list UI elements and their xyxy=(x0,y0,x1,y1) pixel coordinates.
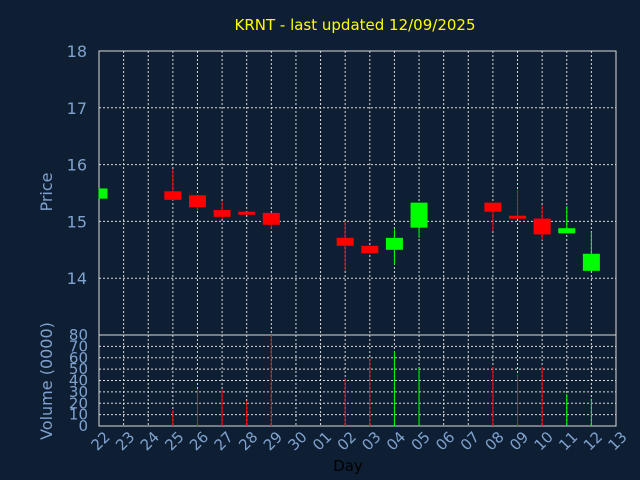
candle-body xyxy=(336,237,354,246)
price-tick-label: 16 xyxy=(67,156,87,175)
candle-body xyxy=(533,218,551,235)
x-tick-label: 03 xyxy=(358,428,384,454)
candle-body xyxy=(213,210,231,217)
candle-body xyxy=(410,202,428,228)
x-tick-label: 06 xyxy=(432,428,458,454)
x-tick-label: 01 xyxy=(309,428,335,454)
volume-tick-label: 60 xyxy=(69,349,88,367)
x-axis-label: Day xyxy=(333,457,363,475)
candle-body xyxy=(238,211,256,215)
volume-tick-label: 30 xyxy=(69,383,88,401)
candle-body xyxy=(484,202,502,212)
candle-body xyxy=(558,228,576,234)
x-tick-label: 13 xyxy=(605,428,631,454)
price-panel: 14 15 16 17 18 xyxy=(67,42,617,336)
candle-body xyxy=(361,245,379,254)
price-tick-label: 15 xyxy=(67,212,87,231)
x-tick-label: 08 xyxy=(481,428,507,454)
x-tick-label: 23 xyxy=(112,428,138,454)
x-axis: 2223242526272829300102030405060708091011… xyxy=(88,428,631,454)
volume-tick-label: 80 xyxy=(69,326,88,344)
price-tick-label: 18 xyxy=(67,42,87,61)
x-tick-label: 07 xyxy=(457,428,483,454)
volume-plot-frame xyxy=(98,334,617,427)
price-tick-label: 17 xyxy=(67,99,87,118)
x-tick-label: 26 xyxy=(186,428,212,454)
x-tick-label: 02 xyxy=(334,428,360,454)
x-tick-label: 30 xyxy=(284,428,310,454)
candle-body xyxy=(99,188,108,199)
candle-body xyxy=(385,237,403,250)
x-tick-label: 24 xyxy=(137,428,163,454)
candle-body xyxy=(164,191,182,200)
volume-tick-label: 50 xyxy=(69,360,88,378)
volume-tick-label: 0 xyxy=(78,417,88,435)
x-tick-label: 04 xyxy=(383,428,409,454)
price-axis-label: Price xyxy=(37,172,56,211)
x-tick-label: 12 xyxy=(580,428,606,454)
x-tick-label: 29 xyxy=(260,428,286,454)
volume-tick-label: 70 xyxy=(69,337,88,355)
x-tick-label: 11 xyxy=(555,428,581,454)
candle-body xyxy=(188,195,206,208)
x-tick-label: 09 xyxy=(506,428,532,454)
x-tick-label: 28 xyxy=(235,428,261,454)
candle-body xyxy=(262,212,280,225)
volume-tick-label: 40 xyxy=(69,372,88,390)
candle-body xyxy=(509,215,527,219)
x-tick-label: 05 xyxy=(408,428,434,454)
chart-title: KRNT - last updated 12/09/2025 xyxy=(234,16,475,34)
x-tick-label: 27 xyxy=(211,428,237,454)
x-tick-label: 22 xyxy=(88,428,114,454)
x-tick-label: 25 xyxy=(161,428,187,454)
volume-tick-label: 20 xyxy=(69,394,88,412)
volume-tick-label: 10 xyxy=(69,406,88,424)
candle-body xyxy=(582,253,600,271)
price-tick-label: 14 xyxy=(67,269,87,288)
x-tick-label: 10 xyxy=(531,428,557,454)
volume-axis-label: Volume (0000) xyxy=(37,322,56,440)
